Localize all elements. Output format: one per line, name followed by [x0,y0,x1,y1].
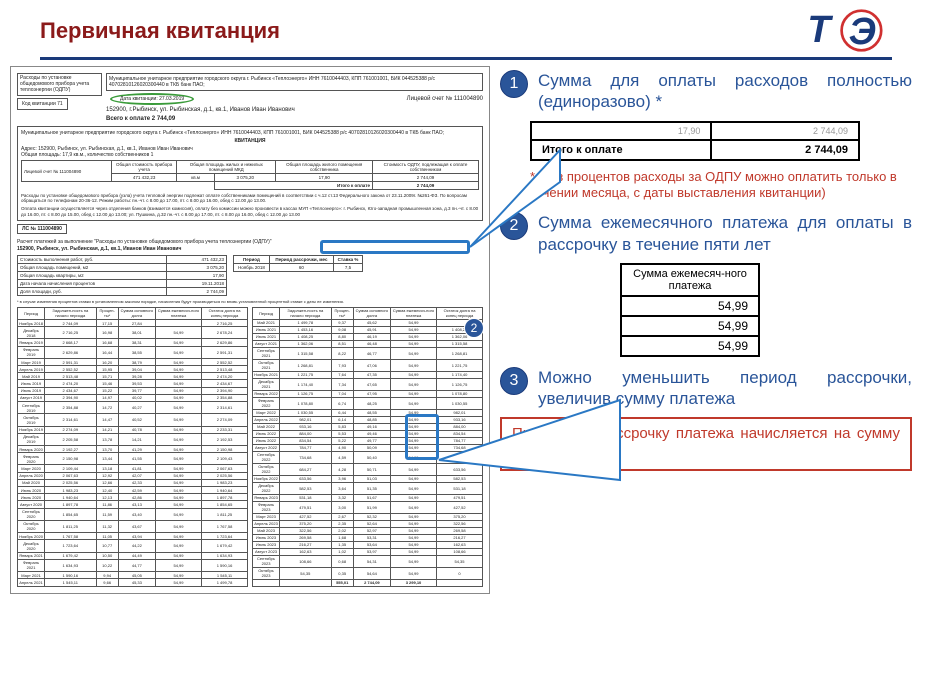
schedule-left: ПериодЗадолжен-ность на начало периодаПр… [17,307,248,587]
period-table: ПериодПериод рассрочки, месСтавка % Нояб… [233,255,363,272]
svg-text:Т: Т [807,9,833,51]
cost-table: Стоимость выполнения работ, руб.471 432,… [17,255,227,296]
code-label: Код квитанции 71 [17,98,68,110]
note: * в случае изменения процентов ставки в … [17,299,483,304]
receipt-document: Расходы по установке общедомового прибор… [10,66,490,594]
schedule-right: ПериодЗадолжен-ность на начало периодаПр… [252,307,483,587]
company-info-2: Муниципальное унитарное предприятие горо… [21,130,479,136]
address: 152900, г.Рыбинск, ул. Рыбинская, д.1, к… [106,107,483,113]
annot2-text: Сумма ежемесячного платежа для оплаты в … [538,212,912,255]
zoom-itogo: 17,902 744,09 Итого к оплате2 744,09 [530,121,912,161]
doc-category: Расходы по установке общедомового прибор… [17,73,102,96]
para1: Расходы по установке общедомового прибор… [21,193,479,203]
badge-1: 1 [500,70,528,98]
annotation-1: 1 Сумма для оплаты расходов полностью (е… [500,70,912,113]
date-oval: Дата квитанции: 27.03.2019 [110,93,194,105]
svg-text:Э: Э [849,11,876,53]
badge-3: 3 [500,367,528,395]
annot1-text: Сумма для оплаты расходов полностью (еди… [538,70,912,113]
calc-title: Расчет платежей за выполнение "Расходы п… [17,239,483,245]
account-no: Лицевой счет № 111004890 [407,96,483,102]
footnote: * (без процентов расходы за ОДПУ можно о… [530,169,912,203]
mini-badge-2: 2 [464,318,484,338]
annotation-2: 2 Сумма ежемесячного платежа для оплаты … [500,212,912,255]
total-line: Всего к оплате 2 744,09 [106,116,483,122]
sq: Общая площадь: 17,9 кв.м., количество со… [21,152,479,158]
page-title: Первичная квитанция [40,18,280,44]
ls-box: ЛС № 111004890 [17,224,67,234]
red-box: Процент за рассрочку платежа начисляется… [500,417,912,471]
kvit-title: КВИТАНЦИЯ [21,138,479,144]
company-info: Муниципальное унитарное предприятие горо… [106,73,483,91]
calc-sub: 152900, Рыбинск, ул. Рыбинская, д.1, кв.… [17,246,483,252]
badge-2: 2 [500,212,528,240]
logo: Т Э [802,8,892,53]
annotation-3: 3 Можно уменьшить период рассрочки, увел… [500,367,912,410]
zoom-monthly: Сумма ежемесяч-ного платежа 54,99 54,99 … [620,263,912,357]
annot3-text: Можно уменьшить период рассрочки, увелич… [538,367,912,410]
kvit-box: Муниципальное унитарное предприятие горо… [17,126,483,221]
divider [40,57,892,60]
cost-mini-table: Лицевой счет № 111004890 Общая стоимость… [21,160,479,190]
para2: Оплата квитанции осуществляется через от… [21,206,479,216]
